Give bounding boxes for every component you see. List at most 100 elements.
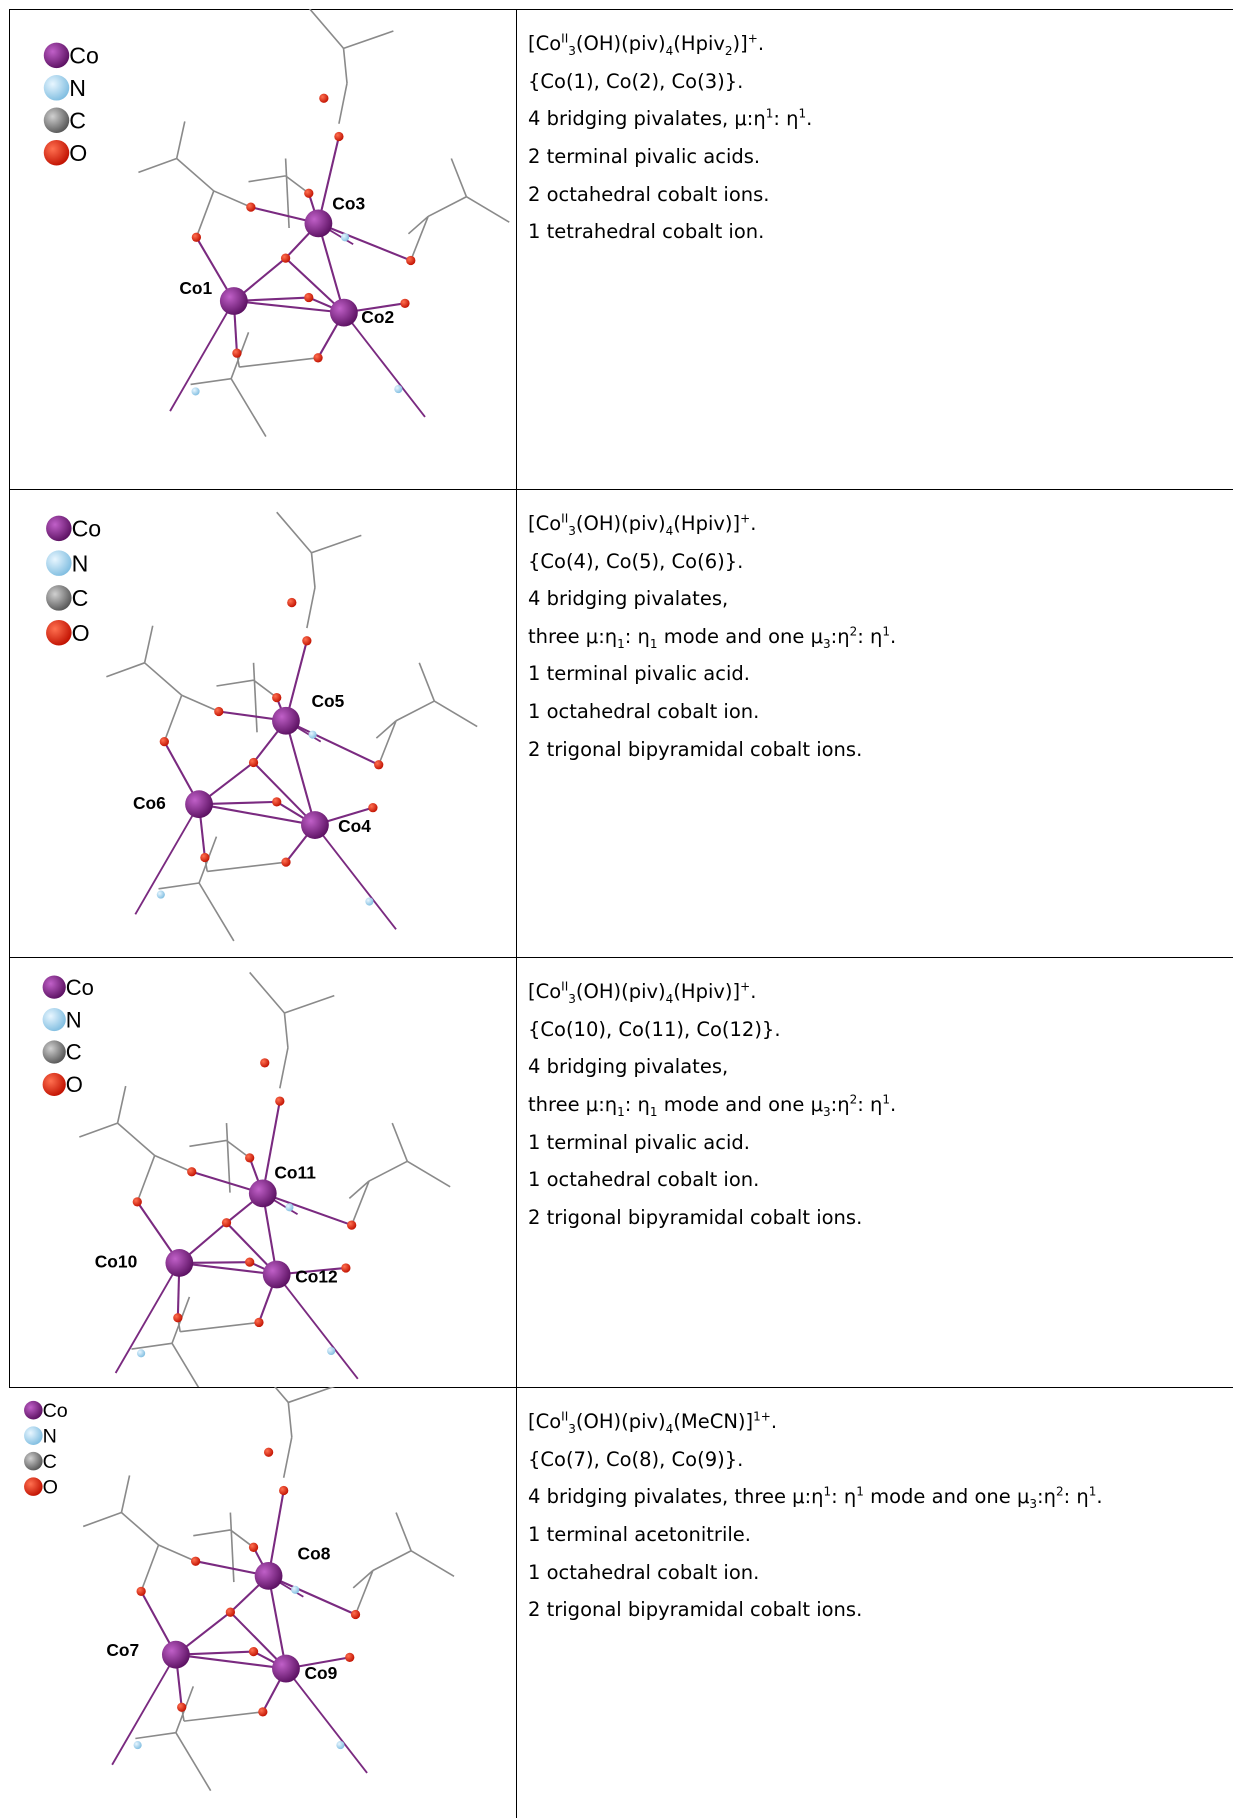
- text-part: 3: [823, 1104, 831, 1119]
- legend-swatch: [43, 42, 70, 69]
- co-bond: [317, 223, 345, 314]
- text-part: [Co: [528, 32, 562, 56]
- co-bond: [198, 803, 316, 827]
- co-bond: [284, 720, 316, 826]
- carbon-bond: [226, 1140, 251, 1159]
- oxygen-atom: [245, 1153, 255, 1163]
- carbon-bond: [230, 378, 267, 438]
- text-part: {Co(7), Co(8), Co(9)}.: [528, 1447, 744, 1471]
- text-part: 1 terminal acetonitrile.: [528, 1522, 751, 1546]
- carbon-bond: [171, 1343, 200, 1388]
- carbon-bond: [190, 378, 232, 386]
- carbon-bond: [284, 995, 335, 1014]
- description: [CoII3(OH)(piv)4(Hpiv)]+. {Co(10), Co(11)…: [528, 973, 896, 1236]
- oxygen-atom: [280, 253, 291, 264]
- carbon-bond: [176, 158, 215, 192]
- legend-label: Co: [72, 516, 102, 542]
- legend-label: Co: [69, 43, 99, 69]
- carbon-bond: [79, 1122, 118, 1138]
- description-line: 1 octahedral cobalt ion.: [528, 1161, 896, 1199]
- text-part: 1 octahedral cobalt ion.: [528, 1560, 760, 1584]
- legend-label: C: [43, 1451, 57, 1473]
- atom-label: Co2: [361, 307, 394, 327]
- cobalt-atom: [219, 287, 248, 316]
- carbon-bond: [372, 1550, 412, 1572]
- text-part: 1: [856, 1484, 864, 1499]
- ligand-bond: [285, 1668, 368, 1774]
- ligand-bond: [169, 300, 235, 412]
- oxygen-atom: [187, 1167, 197, 1177]
- text-part: mode and one μ: [657, 624, 824, 648]
- text-part: II: [561, 511, 569, 526]
- carbon-bond: [158, 882, 200, 890]
- text-part: (OH)(piv): [575, 512, 666, 536]
- oxygen-atom: [200, 852, 210, 863]
- nitrogen-atom: [327, 1347, 336, 1356]
- text-part: 4: [665, 523, 674, 538]
- oxygen-atom: [248, 1647, 259, 1657]
- carbon-bond: [395, 700, 435, 722]
- legend-label: N: [72, 550, 89, 576]
- oxygen-atom: [275, 1096, 285, 1106]
- oxygen-atom: [304, 293, 314, 303]
- carbon-bond: [407, 216, 429, 235]
- carbon-bond: [183, 1711, 263, 1723]
- legend-swatch: [46, 585, 72, 611]
- description-line: 4 bridging pivalates,: [528, 1048, 896, 1086]
- text-part: 2 octahedral cobalt ions.: [528, 182, 770, 206]
- text-part: +: [740, 511, 751, 526]
- text-part: 1+: [753, 1409, 771, 1424]
- description-line: 4 bridging pivalates, μ:η1: η1.: [528, 100, 812, 138]
- carbon-bond: [348, 1180, 370, 1200]
- oxygen-atom: [400, 298, 410, 309]
- molecule-figure: Co3 Co1 Co2 Co NCO: [43, 9, 510, 438]
- carbon-bond: [311, 534, 362, 554]
- nitrogen-atom: [156, 890, 165, 899]
- carbon-bond: [138, 157, 177, 174]
- oxygen-atom: [221, 1218, 232, 1228]
- cobalt-atom: [329, 298, 358, 327]
- carbon-bond: [163, 694, 183, 742]
- text-part: 4: [665, 44, 674, 59]
- description-line: 2 trigonal bipyramidal cobalt ions.: [528, 1591, 1103, 1629]
- text-part: .: [750, 512, 757, 536]
- carbon-bond: [193, 1529, 231, 1537]
- description: [CoII3(OH)(piv)4(Hpiv2)]+. {Co(1), Co(2),…: [528, 25, 812, 251]
- legend-swatch: [42, 1008, 66, 1032]
- legend-swatch: [43, 75, 70, 101]
- text-part: II: [561, 1409, 569, 1424]
- carbon-bond: [375, 720, 397, 739]
- co-bond: [268, 1575, 356, 1616]
- atom-label: Co4: [338, 816, 371, 836]
- carbon-bond: [282, 1437, 293, 1479]
- atom-label: Co5: [311, 691, 344, 711]
- oxygen-atom: [347, 1220, 357, 1230]
- text-part: II: [561, 31, 569, 46]
- carbon-bond: [106, 662, 145, 678]
- description-line: three μ:η1: η1 mode and one μ3:η2: η1.: [528, 1086, 896, 1124]
- oxygen-atom: [341, 1263, 351, 1273]
- carbon-bond: [279, 1047, 289, 1089]
- carbon-bond: [154, 1154, 193, 1173]
- carbon-bond: [352, 1569, 374, 1589]
- carbon-bond: [310, 552, 316, 588]
- carbon-bond: [410, 216, 429, 262]
- carbon-bond: [343, 30, 394, 50]
- legend-swatch: [43, 140, 70, 166]
- legend-label: C: [72, 585, 89, 611]
- rule: [9, 957, 1233, 958]
- description-line: [CoII3(OH)(piv)4(Hpiv)]+.: [528, 505, 896, 543]
- nitrogen-atom: [133, 1741, 142, 1750]
- description-line: {Co(4), Co(5), Co(6)}.: [528, 543, 896, 581]
- text-part: +: [747, 31, 758, 46]
- text-part: 2: [724, 44, 733, 59]
- description-line: 1 terminal pivalic acid.: [528, 1124, 896, 1162]
- co-bond: [175, 1653, 287, 1670]
- co-bond: [285, 719, 380, 766]
- text-part: 1: [649, 636, 658, 651]
- text-part: (Hpiv: [673, 32, 725, 56]
- oxygen-atom: [263, 1447, 274, 1458]
- description-line: [CoII3(OH)(piv)4(Hpiv)]+.: [528, 973, 896, 1011]
- carbon-bond: [131, 1342, 173, 1351]
- legend-label: Co: [43, 1400, 68, 1422]
